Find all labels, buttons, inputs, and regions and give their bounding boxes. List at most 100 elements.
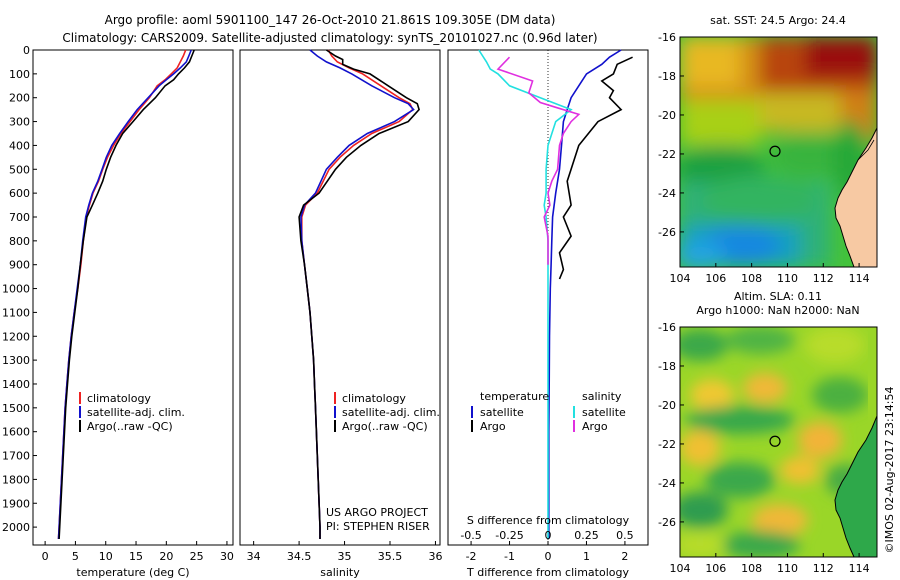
difference-x2label: S difference from climatology xyxy=(467,514,630,527)
y-tick-label-18: 1800 xyxy=(2,473,30,486)
x-tick-label-0-1: 5 xyxy=(72,550,79,563)
series-line-1-2-argo-raw-qc- xyxy=(298,49,420,539)
x-tick-label-1-4: 36 xyxy=(428,550,442,563)
project-line-1: US ARGO PROJECT xyxy=(326,506,428,519)
sst-field xyxy=(680,37,877,267)
map-y-tick-label-1-0: -16 xyxy=(658,321,676,334)
x-tick-label-1-2: 35 xyxy=(338,550,352,563)
sst-map-frame xyxy=(679,36,878,268)
map-x-tick-label-1-5: 114 xyxy=(849,562,870,575)
y-tick-label-6: 600 xyxy=(9,187,30,200)
salinity-panel: 34 34.5 35 35.5 36 salinity climatologysatel… xyxy=(239,49,442,579)
y-tick-label-14: 1400 xyxy=(2,378,30,391)
y-tick-label-16: 1600 xyxy=(2,426,30,439)
legend-label-0-1: satellite-adj. clim. xyxy=(87,406,185,419)
x2-tick-label-4: 0.5 xyxy=(616,529,634,542)
map-x-tick-label-0-0: 104 xyxy=(670,272,691,285)
map-y-tick-label-0-5: -26 xyxy=(658,226,676,239)
x2-tick-label-1: -0.25 xyxy=(495,529,523,542)
float-position-marker-1 xyxy=(769,435,781,447)
sst-shelf-contour xyxy=(857,139,875,161)
series-line-0-2-argo-raw-qc- xyxy=(58,49,195,540)
x-tick-label-0-6: 30 xyxy=(220,550,234,563)
x-tick-label-1-1: 34.5 xyxy=(287,550,312,563)
map-x-tick-label-0-2: 108 xyxy=(741,272,762,285)
x-tick-label-0-5: 25 xyxy=(190,550,204,563)
header-line-1: Argo profile: aoml 5901100_147 26-Oct-20… xyxy=(105,13,556,27)
float-position-marker-0 xyxy=(769,145,781,157)
sla-field xyxy=(680,327,877,557)
difference-panel: -2 -1 0 1 2 T difference from climatology S … xyxy=(447,49,649,579)
x-tick-label-0-2: 10 xyxy=(99,550,113,563)
sst-map-title: sat. SST: 24.5 Argo: 24.4 xyxy=(710,14,846,27)
legend-salinity-title: salinity xyxy=(582,390,622,403)
map-y-tick-label-0-3: -22 xyxy=(658,148,676,161)
map-y-tick-label-1-4: -24 xyxy=(658,477,676,490)
y-tick-label-0: 0 xyxy=(23,44,30,57)
x-tick-label-2-4: 2 xyxy=(621,550,628,563)
legend-label-0-0: climatology xyxy=(87,392,151,405)
y-tick-label-10: 1000 xyxy=(2,283,30,296)
x-tick-label-0-3: 15 xyxy=(129,550,143,563)
y-tick-label-2: 200 xyxy=(9,92,30,105)
legend-label-salinity-satellite: satellite xyxy=(582,406,626,419)
temperature-plot-frame xyxy=(32,49,234,546)
map-x-tick-label-1-0: 104 xyxy=(670,562,691,575)
legend-label-temperature-argo: Argo xyxy=(480,420,506,433)
y-tick-label-17: 1700 xyxy=(2,450,30,463)
legend-label-0-2: Argo(..raw -QC) xyxy=(87,420,173,433)
y-tick-label-19: 1900 xyxy=(2,497,30,510)
y-tick-label-4: 400 xyxy=(9,139,30,152)
y-tick-label-5: 500 xyxy=(9,163,30,176)
map-x-tick-label-0-1: 106 xyxy=(705,272,726,285)
x-tick-label-2-3: 1 xyxy=(583,550,590,563)
legend-label-salinity-argo: Argo xyxy=(582,420,608,433)
map-x-tick-label-1-2: 108 xyxy=(741,562,762,575)
sla-map-panel: Altim. SLA: 0.11 Argo h1000: NaN h2000: … xyxy=(658,290,878,575)
y-tick-label-20: 2000 xyxy=(2,521,30,534)
x-tick-label-0-0: 0 xyxy=(42,550,49,563)
map-x-tick-label-1-1: 106 xyxy=(705,562,726,575)
legend-label-1-0: climatology xyxy=(342,392,406,405)
series-line-2-3-argo xyxy=(496,56,581,265)
sst-map-panel: sat. SST: 24.5 Argo: 24.4 xyxy=(658,14,878,285)
y-tick-label-7: 700 xyxy=(9,211,30,224)
x2-tick-label-0: -0.5 xyxy=(460,529,481,542)
x-tick-label-2-0: -2 xyxy=(466,550,477,563)
y-tick-label-15: 1500 xyxy=(2,402,30,415)
map-y-tick-label-0-1: -18 xyxy=(658,70,676,83)
legend-label-1-1: satellite-adj. clim. xyxy=(342,406,440,419)
y-tick-label-9: 900 xyxy=(9,259,30,272)
x2-tick-label-3: 0.25 xyxy=(574,529,599,542)
y-tick-label-3: 300 xyxy=(9,116,30,129)
sla-map-frame xyxy=(679,326,878,558)
x-tick-label-2-2: 0 xyxy=(545,550,552,563)
y-tick-label-1: 100 xyxy=(9,68,30,81)
series-line-2-0-satellite xyxy=(547,49,622,539)
difference-xlabel: T difference from climatology xyxy=(466,566,629,579)
y-tick-label-12: 1200 xyxy=(2,330,30,343)
series-line-2-1-argo xyxy=(558,56,633,280)
x-tick-label-1-3: 35.5 xyxy=(378,550,403,563)
temperature-panel: 0 5 10 15 20 25 300100200300400500600700800900… xyxy=(2,44,234,579)
map-y-tick-label-1-3: -22 xyxy=(658,438,676,451)
map-y-tick-label-0-4: -24 xyxy=(658,187,676,200)
legend-temperature-title: temperature xyxy=(480,390,549,403)
temperature-xlabel: temperature (deg C) xyxy=(76,566,189,579)
map-y-tick-label-0-2: -20 xyxy=(658,109,676,122)
x-tick-label-2-1: -1 xyxy=(504,550,515,563)
y-tick-label-11: 1100 xyxy=(2,306,30,319)
y-tick-label-8: 800 xyxy=(9,235,30,248)
map-y-tick-label-0-0: -16 xyxy=(658,31,676,44)
x-tick-label-0-4: 20 xyxy=(159,550,173,563)
project-line-2: PI: STEPHEN RISER xyxy=(326,520,430,533)
map-x-tick-label-0-4: 112 xyxy=(813,272,834,285)
map-y-tick-label-1-2: -20 xyxy=(658,399,676,412)
sla-map-title-2: Argo h1000: NaN h2000: NaN xyxy=(696,304,859,317)
y-tick-label-13: 1300 xyxy=(2,354,30,367)
map-y-tick-label-1-5: -26 xyxy=(658,516,676,529)
map-y-tick-label-1-1: -18 xyxy=(658,360,676,373)
sst-coastline xyxy=(834,127,877,267)
